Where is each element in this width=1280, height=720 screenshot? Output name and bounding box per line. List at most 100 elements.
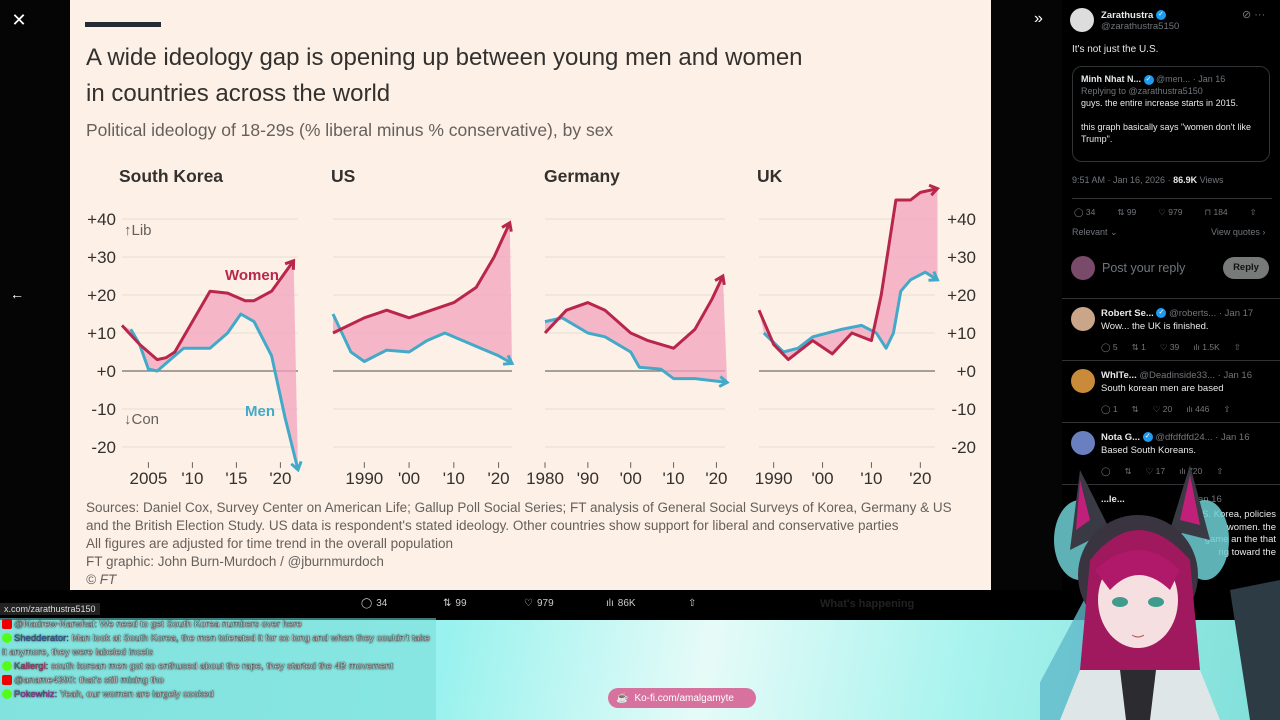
author-avatar[interactable] <box>1070 8 1094 32</box>
verified-icon: ✓ <box>1156 308 1167 319</box>
x-tick-label: '10 <box>860 469 882 488</box>
reply-avatar <box>1071 369 1095 393</box>
views-label: Views <box>1197 175 1224 185</box>
women-line-arrow <box>714 273 726 286</box>
author-name[interactable]: Zarathustra <box>1101 10 1154 21</box>
sources-line-1: Sources: Daniel Cox, Survey Center on Am… <box>86 500 952 515</box>
post-timestamp[interactable]: 9:51 AM · Jan 16, 2026 · <box>1072 175 1174 185</box>
repost-count-button[interactable]: ⇅ 99 <box>443 598 467 609</box>
x-tick-label: 1990 <box>755 469 793 488</box>
men-line-arrow <box>502 354 515 366</box>
reply-submit-button[interactable]: Reply <box>1223 257 1269 279</box>
women-line <box>120 259 295 362</box>
repost-count: 99 <box>1126 207 1137 217</box>
women-line <box>543 275 725 350</box>
verified-icon: ✓ <box>1143 74 1154 85</box>
reply-item[interactable]: WhITe... @Deadinside33... · Jan 16 South… <box>1062 360 1280 422</box>
grok-icon[interactable]: ⊘ ··· <box>1242 9 1266 21</box>
previous-arrow-icon[interactable]: ← <box>10 286 24 302</box>
reply-icon[interactable]: ◯ 5 <box>1101 342 1118 352</box>
close-icon[interactable]: ✕ <box>11 10 27 30</box>
quoted-post[interactable]: Minh Nhat N... ✓ @men... · Jan 16 Replyi… <box>1072 66 1270 162</box>
chat-message: Kallergi: south korean men got so enthus… <box>0 660 436 674</box>
x-tick-label: '20 <box>909 469 931 488</box>
reply-text: S. Korea, policies women. the game an th… <box>1202 509 1276 558</box>
chat-text: We need to get South Korea numbers over … <box>99 619 302 630</box>
repost-icon[interactable]: ⇅ 1 <box>1131 342 1146 352</box>
chat-message: @aname4390: that's still mixing tho <box>0 674 436 688</box>
heart-icon[interactable]: ♡ 17 <box>1145 466 1166 476</box>
post-stats-bar: ◯ 34 ⇅ 99 ♡ 979 ılı 86K ⇧ What's happening <box>0 590 1062 620</box>
like-count-button[interactable]: ♡ 979 <box>524 598 554 609</box>
chat-message: @Nadrew-Narwhal: We need to get South Ko… <box>0 618 436 632</box>
kofi-link: Ko-fi.com/amalgamyte <box>634 692 734 704</box>
kick-icon <box>2 689 12 700</box>
y-tick-label-right: +30 <box>947 248 976 267</box>
reply-author: ...le... <box>1101 494 1125 505</box>
views-count-button[interactable]: ılı 86K <box>606 598 636 609</box>
post-sidebar: Zarathustra ✓ @zarathustra5150 ⊘ ··· It's… <box>1062 0 1280 620</box>
y-tick-label-right: +10 <box>947 324 976 343</box>
user-avatar <box>1071 256 1095 280</box>
share-icon: ⇧ <box>688 598 697 609</box>
women-line-arrow <box>284 258 296 270</box>
count: 720 <box>1188 466 1203 476</box>
like-count: 979 <box>536 598 554 609</box>
men-label: Men <box>245 403 275 420</box>
views-icon[interactable]: ılı 1.5K <box>1193 342 1220 352</box>
share-icon[interactable]: ⇧ <box>1223 404 1231 414</box>
chart-title: A wide ideology gap is opening up betwee… <box>86 40 906 112</box>
share-button[interactable]: ⇧ <box>688 598 696 609</box>
bookmark-count: 184 <box>1213 207 1228 217</box>
views-icon[interactable]: ılı 446 <box>1186 404 1210 414</box>
x-tick-label: '20 <box>705 469 727 488</box>
quote-date: · Jan 16 <box>1192 74 1226 84</box>
repost-icon[interactable]: ⇅ <box>1131 404 1139 414</box>
sort-relevant-dropdown[interactable]: Relevant ⌄ <box>1072 227 1118 237</box>
share-icon[interactable]: ⇧ <box>1216 466 1224 476</box>
title-line-1: A wide ideology gap is opening up betwee… <box>86 44 803 71</box>
reply-icon[interactable]: ◯ <box>1101 466 1111 476</box>
vtuber-avatar <box>1040 465 1280 720</box>
reply-icon: ◯ <box>361 598 373 609</box>
reply-button[interactable]: ◯ 34 <box>1074 207 1096 217</box>
reply-item[interactable]: Robert Se... ✓ @roberts... · Jan 17 Wow.… <box>1062 298 1280 360</box>
kofi-cup-icon: ☕ <box>616 692 629 704</box>
replying-to: Replying to @zarathustra5150 <box>1081 86 1203 96</box>
lib-annotation: ↑Lib <box>124 222 152 239</box>
bookmark-button[interactable]: ⊓ 184 <box>1204 207 1228 217</box>
heart-icon[interactable]: ♡ 20 <box>1152 404 1173 414</box>
expand-sidebar-icon[interactable]: » <box>1034 10 1043 27</box>
reply-item[interactable]: Nota G... ✓ @dfdfdfd24... · Jan 16 Based… <box>1062 422 1280 484</box>
y-tick-label-left: +20 <box>87 286 116 305</box>
y-tick-label-left: +10 <box>87 324 116 343</box>
reply-icon[interactable]: ◯ 1 <box>1101 404 1118 414</box>
share-icon[interactable]: ⇧ <box>1233 342 1241 352</box>
count: 1 <box>1141 342 1146 352</box>
reply-count-button[interactable]: ◯ 34 <box>361 598 387 609</box>
quote-text-2: this graph basically says "women don't l… <box>1081 122 1251 144</box>
women-label: Women <box>225 267 279 284</box>
repost-icon[interactable]: ⇅ <box>1124 466 1132 476</box>
y-tick-label-right: +40 <box>947 210 976 229</box>
repost-button[interactable]: ⇅ 99 <box>1117 207 1137 217</box>
quote-text-1: guys. the entire increase starts in 2015… <box>1081 98 1239 108</box>
x-tick-label: 2005 <box>129 469 167 488</box>
view-quotes-link[interactable]: View quotes › <box>1211 227 1266 237</box>
kofi-banner: ☕ Ko-fi.com/amalgamyte <box>608 688 756 708</box>
reply-item[interactable]: ...le... · Jan 16 S. Korea, policies wom… <box>1062 484 1280 620</box>
count: 39 <box>1169 342 1180 352</box>
author-handle[interactable]: @zarathustra5150 <box>1101 21 1180 32</box>
count: 17 <box>1155 466 1166 476</box>
gap-area <box>333 222 512 364</box>
share-icon[interactable]: ⇧ <box>1249 207 1257 217</box>
stream-chat: @Nadrew-Narwhal: We need to get South Ko… <box>0 618 436 720</box>
reply-handle: @dfdfdfd24... <box>1155 432 1213 443</box>
views-icon[interactable]: ılı 720 <box>1179 466 1203 476</box>
reply-input[interactable]: Post your reply <box>1102 261 1186 275</box>
like-button[interactable]: ♡ 979 <box>1158 207 1183 217</box>
heart-icon[interactable]: ♡ 39 <box>1159 342 1180 352</box>
y-tick-label-left: +40 <box>87 210 116 229</box>
chat-text: south korean men got so enthused about t… <box>50 661 394 672</box>
x-tick-label: '90 <box>577 469 599 488</box>
